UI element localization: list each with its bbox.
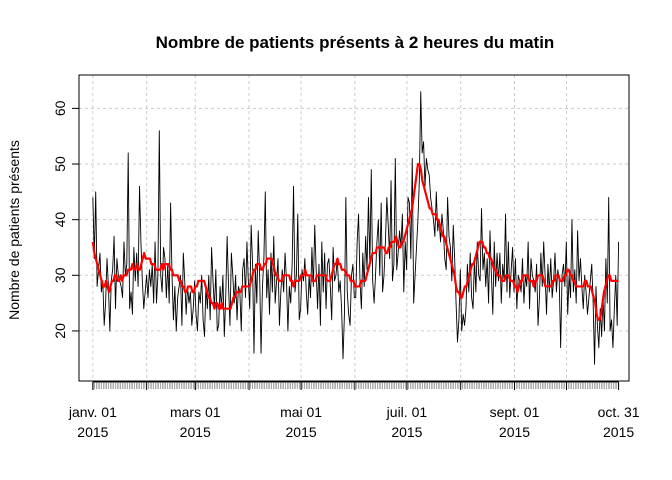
y-tick-label: 60 <box>52 100 68 116</box>
y-tick-label: 20 <box>52 323 68 339</box>
x-tick-label: janv. 01 <box>68 404 117 420</box>
x-tick-year-label: 2015 <box>391 424 422 440</box>
series-line-smoothed <box>91 162 619 321</box>
series-line-daily <box>92 91 620 365</box>
y-tick-label: 50 <box>52 156 68 172</box>
x-tick-label: oct. 31 <box>598 404 640 420</box>
x-tick-year-label: 2015 <box>603 424 634 440</box>
x-minor-ticks <box>92 382 619 389</box>
x-tick-year-label: 2015 <box>499 424 530 440</box>
chart-title: Nombre de patients présents à 2 heures d… <box>156 33 555 52</box>
x-axis: janv. 01 2015 mars 01 2015 mai 01 2015 juil. 0… <box>68 381 640 440</box>
plot-frame <box>78 74 630 382</box>
x-tick-label: mai 01 <box>280 404 322 420</box>
x-tick-year-label: 2015 <box>286 424 317 440</box>
y-axis-label: Nombre de patients présents <box>6 140 22 320</box>
x-tick-year-label: 2015 <box>180 424 211 440</box>
y-tick-label: 40 <box>52 212 68 228</box>
y-axis: 20 30 40 50 60 <box>52 100 79 339</box>
series-lines <box>91 91 620 365</box>
y-tick-label: 30 <box>52 267 68 283</box>
gridlines <box>79 75 629 381</box>
x-tick-label: sept. 01 <box>490 404 540 420</box>
x-tick-label: juil. 01 <box>386 404 428 420</box>
x-tick-label: mars 01 <box>170 404 221 420</box>
x-tick-year-label: 2015 <box>77 424 108 440</box>
